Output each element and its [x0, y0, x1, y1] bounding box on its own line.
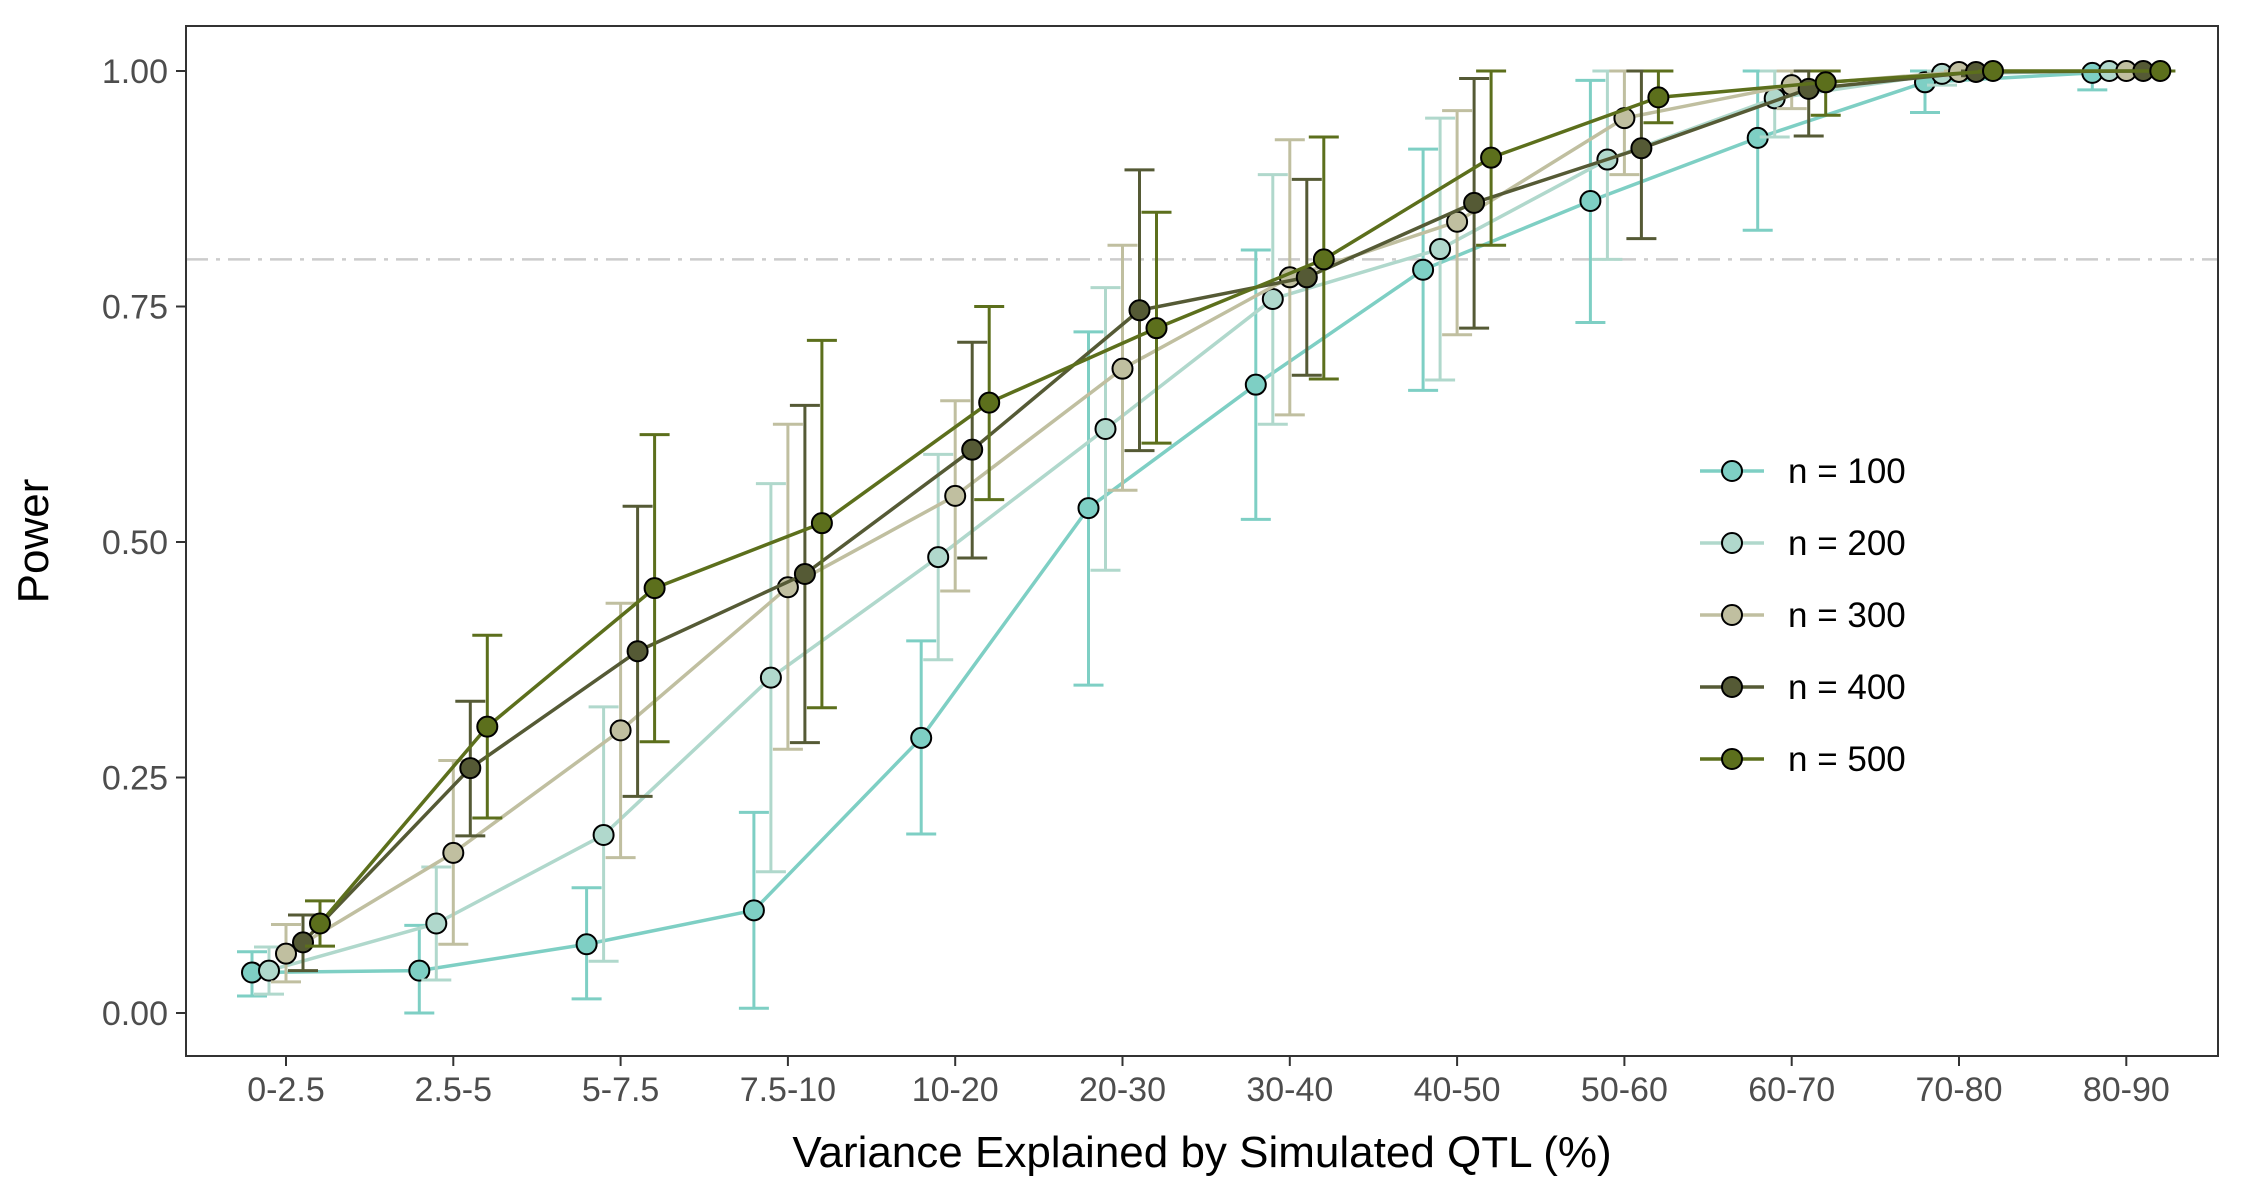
- data-point: [810, 512, 833, 535]
- series-n-400: [288, 60, 2159, 973]
- data-point: [1429, 238, 1452, 261]
- data-point: [793, 563, 816, 586]
- legend-label: n = 300: [1788, 596, 1906, 635]
- legend-item: n = 300: [1700, 596, 1906, 635]
- data-point: [1814, 71, 1837, 94]
- data-point: [1647, 86, 1670, 109]
- data-point: [1094, 417, 1117, 440]
- legend-item: n = 400: [1700, 668, 1906, 707]
- x-tick-label: 5-7.5: [582, 1071, 660, 1109]
- series-layer: [237, 60, 2176, 1015]
- data-point: [1244, 373, 1267, 396]
- data-point: [927, 546, 950, 569]
- data-point: [1982, 60, 2004, 82]
- data-point: [1312, 248, 1335, 271]
- legend-item: n = 200: [1700, 524, 1906, 563]
- x-tick-label: 7.5-10: [740, 1071, 836, 1109]
- series-line: [251, 71, 2093, 975]
- data-point: [1630, 137, 1653, 160]
- data-point: [961, 438, 984, 461]
- data-point: [592, 823, 615, 846]
- legend-marker: [1721, 532, 1743, 554]
- plot-background: [186, 26, 2218, 1056]
- data-point: [609, 719, 632, 742]
- x-tick-label: 70-80: [1916, 1071, 2003, 1109]
- data-point: [442, 841, 465, 864]
- data-point: [1145, 317, 1168, 340]
- data-point: [1111, 357, 1134, 380]
- data-point: [258, 959, 280, 982]
- data-point: [759, 666, 782, 689]
- legend-item: n = 100: [1700, 452, 1906, 491]
- series-n-500: [305, 60, 2176, 948]
- data-point: [1463, 191, 1486, 214]
- data-point: [1128, 299, 1151, 322]
- legend-label: n = 400: [1788, 668, 1906, 707]
- x-tick-label: 50-60: [1581, 1071, 1668, 1109]
- data-point: [1579, 189, 1602, 212]
- data-point: [275, 942, 297, 965]
- y-tick-label: 0.00: [102, 995, 168, 1033]
- legend-item: n = 500: [1700, 740, 1906, 779]
- x-tick-label: 2.5-5: [415, 1071, 493, 1109]
- legend-label: n = 500: [1788, 740, 1906, 779]
- legend-marker: [1721, 748, 1743, 770]
- axes: 0.00 0.25 0.50 0.75 1.00 0-2.5 2.5-5 5-7.5 7.5-1…: [102, 53, 2170, 1109]
- legend-label: n = 100: [1788, 452, 1906, 491]
- data-point: [1412, 258, 1435, 281]
- data-point: [425, 912, 448, 935]
- plot-border: [185, 25, 2219, 1057]
- data-point: [459, 757, 482, 780]
- x-tick-label: 60-70: [1748, 1071, 1835, 1109]
- data-point: [1261, 287, 1284, 310]
- y-axis-title: Power: [9, 479, 58, 604]
- x-tick-label: 10-20: [912, 1071, 999, 1109]
- legend-label: n = 200: [1788, 524, 1906, 563]
- data-point: [2149, 60, 2172, 82]
- data-point: [408, 959, 431, 982]
- y-tick-label: 0.25: [102, 760, 168, 798]
- data-point: [944, 484, 967, 507]
- series-line: [301, 69, 2144, 944]
- y-tick-label: 0.75: [102, 289, 168, 327]
- data-point: [292, 931, 314, 954]
- x-tick-label: 80-90: [2083, 1071, 2170, 1109]
- data-point: [742, 899, 765, 922]
- legend-marker: [1721, 460, 1743, 482]
- x-tick-label: 30-40: [1246, 1071, 1333, 1109]
- series-line: [318, 69, 2161, 925]
- x-tick-label: 0-2.5: [247, 1071, 325, 1109]
- data-point: [476, 715, 499, 738]
- data-point: [1077, 497, 1100, 520]
- x-axis-title: Variance Explained by Simulated QTL (%): [792, 1128, 1611, 1177]
- data-point: [1480, 146, 1503, 169]
- data-point: [626, 640, 649, 663]
- x-tick-label: 20-30: [1079, 1071, 1166, 1109]
- legend: n = 100 n = 200 n = 300 n = 400 n = 500: [1700, 452, 1906, 779]
- y-tick-label: 1.00: [102, 53, 168, 91]
- legend-marker: [1721, 604, 1743, 626]
- legend-marker: [1721, 676, 1743, 698]
- data-point: [575, 933, 598, 956]
- x-tick-label: 40-50: [1414, 1071, 1501, 1109]
- data-point: [978, 391, 1001, 414]
- data-point: [309, 912, 331, 935]
- data-point: [643, 577, 666, 600]
- data-point: [910, 726, 933, 749]
- y-tick-label: 0.50: [102, 524, 168, 562]
